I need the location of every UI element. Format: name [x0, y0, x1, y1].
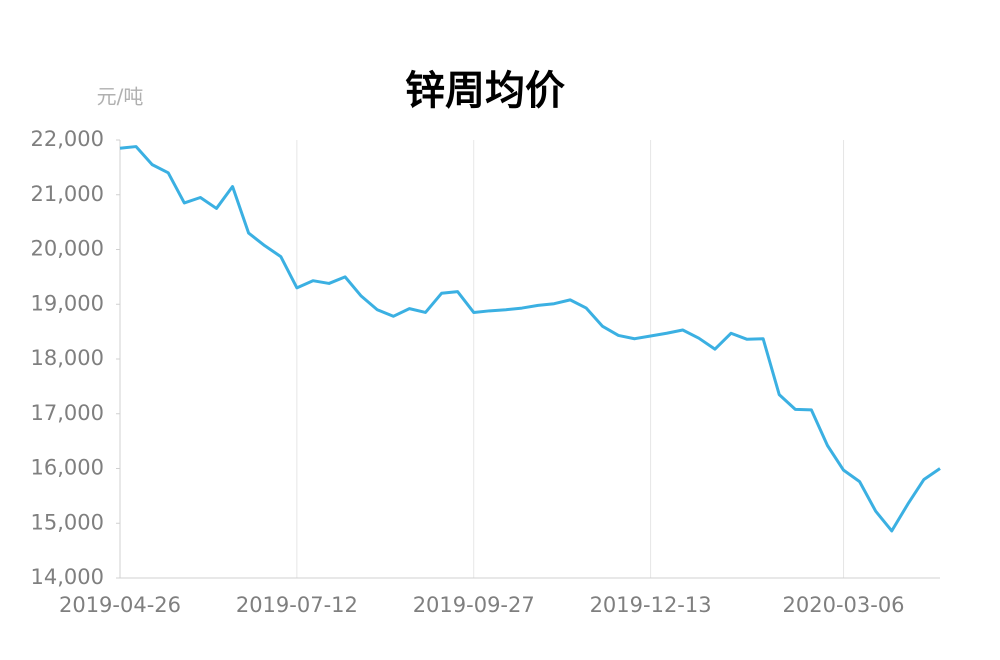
y-unit-label: 元/吨: [97, 85, 144, 109]
y-tick-label: 17,000: [31, 401, 104, 425]
y-tick-label: 16,000: [31, 456, 104, 480]
x-tick-label: 2019-04-26: [59, 593, 181, 617]
data-line: [119, 145, 941, 533]
y-tick-label: 22,000: [31, 127, 104, 151]
x-tick-label: 2019-09-27: [413, 593, 535, 617]
chart-title: 锌周均价: [405, 68, 565, 114]
x-tick-label: 2019-07-12: [236, 593, 358, 617]
y-tick-label: 21,000: [31, 182, 104, 206]
x-tick-label: 2020-03-06: [783, 593, 905, 617]
y-tick-label: 15,000: [31, 510, 104, 534]
y-tick-label: 20,000: [31, 237, 104, 261]
y-tick-label: 19,000: [31, 291, 104, 315]
y-tick-label: 18,000: [31, 346, 104, 370]
y-tick-label: 14,000: [31, 565, 104, 589]
x-tick-label: 2019-12-13: [590, 593, 712, 617]
